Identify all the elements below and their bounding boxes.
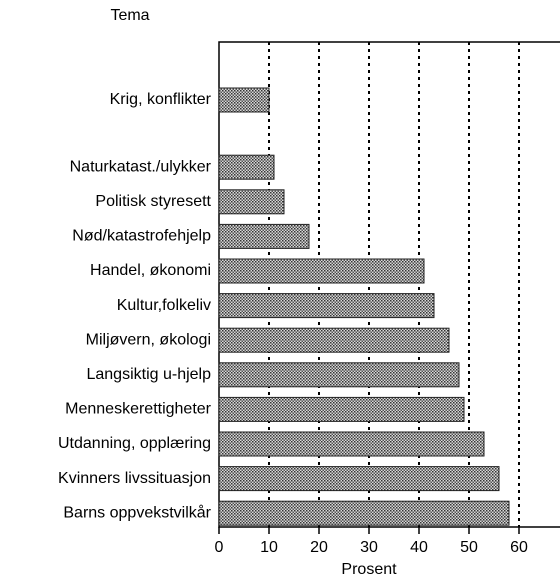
bar — [218, 396, 465, 422]
x-tick-label: 20 — [310, 539, 328, 556]
y-tick-label: Naturkatast./ulykker — [70, 158, 212, 175]
x-tick-label: 60 — [510, 539, 528, 556]
bar — [218, 293, 435, 319]
bar — [218, 223, 310, 249]
y-tick-label: Politisk styresett — [95, 193, 211, 210]
x-tick-label: 50 — [460, 539, 478, 556]
bar — [218, 327, 450, 353]
plot-frame — [218, 41, 560, 528]
bar — [218, 431, 485, 457]
y-tick-label: Menneskerettigheter — [65, 401, 212, 418]
bar — [218, 154, 275, 180]
x-axis-title: Prosent — [341, 561, 397, 578]
x-tick-label: 0 — [215, 539, 224, 556]
bar — [218, 500, 510, 526]
bar — [218, 258, 425, 284]
bar — [218, 362, 460, 388]
y-tick-label: Nød/katastrofehjelp — [72, 228, 211, 245]
x-tick-label: 40 — [410, 539, 428, 556]
y-tick-label: Miljøvern, økologi — [86, 331, 211, 348]
x-tick-label: 10 — [260, 539, 278, 556]
y-tick-label: Utdanning, opplæring — [58, 435, 211, 452]
bar — [218, 87, 270, 113]
bar — [218, 466, 500, 492]
y-tick-label: Krig, konflikter — [110, 91, 212, 108]
x-tick-label: 30 — [360, 539, 378, 556]
y-axis-title: Tema — [110, 7, 149, 24]
y-tick-label: Kvinners livssituasjon — [58, 470, 211, 487]
bar — [218, 189, 285, 215]
y-tick-label: Barns oppvekstvilkår — [63, 503, 211, 521]
y-tick-label: Handel, økonomi — [90, 262, 211, 279]
y-tick-label: Langsiktig u-hjelp — [86, 366, 211, 383]
y-tick-label: Kultur,folkeliv — [117, 297, 211, 314]
